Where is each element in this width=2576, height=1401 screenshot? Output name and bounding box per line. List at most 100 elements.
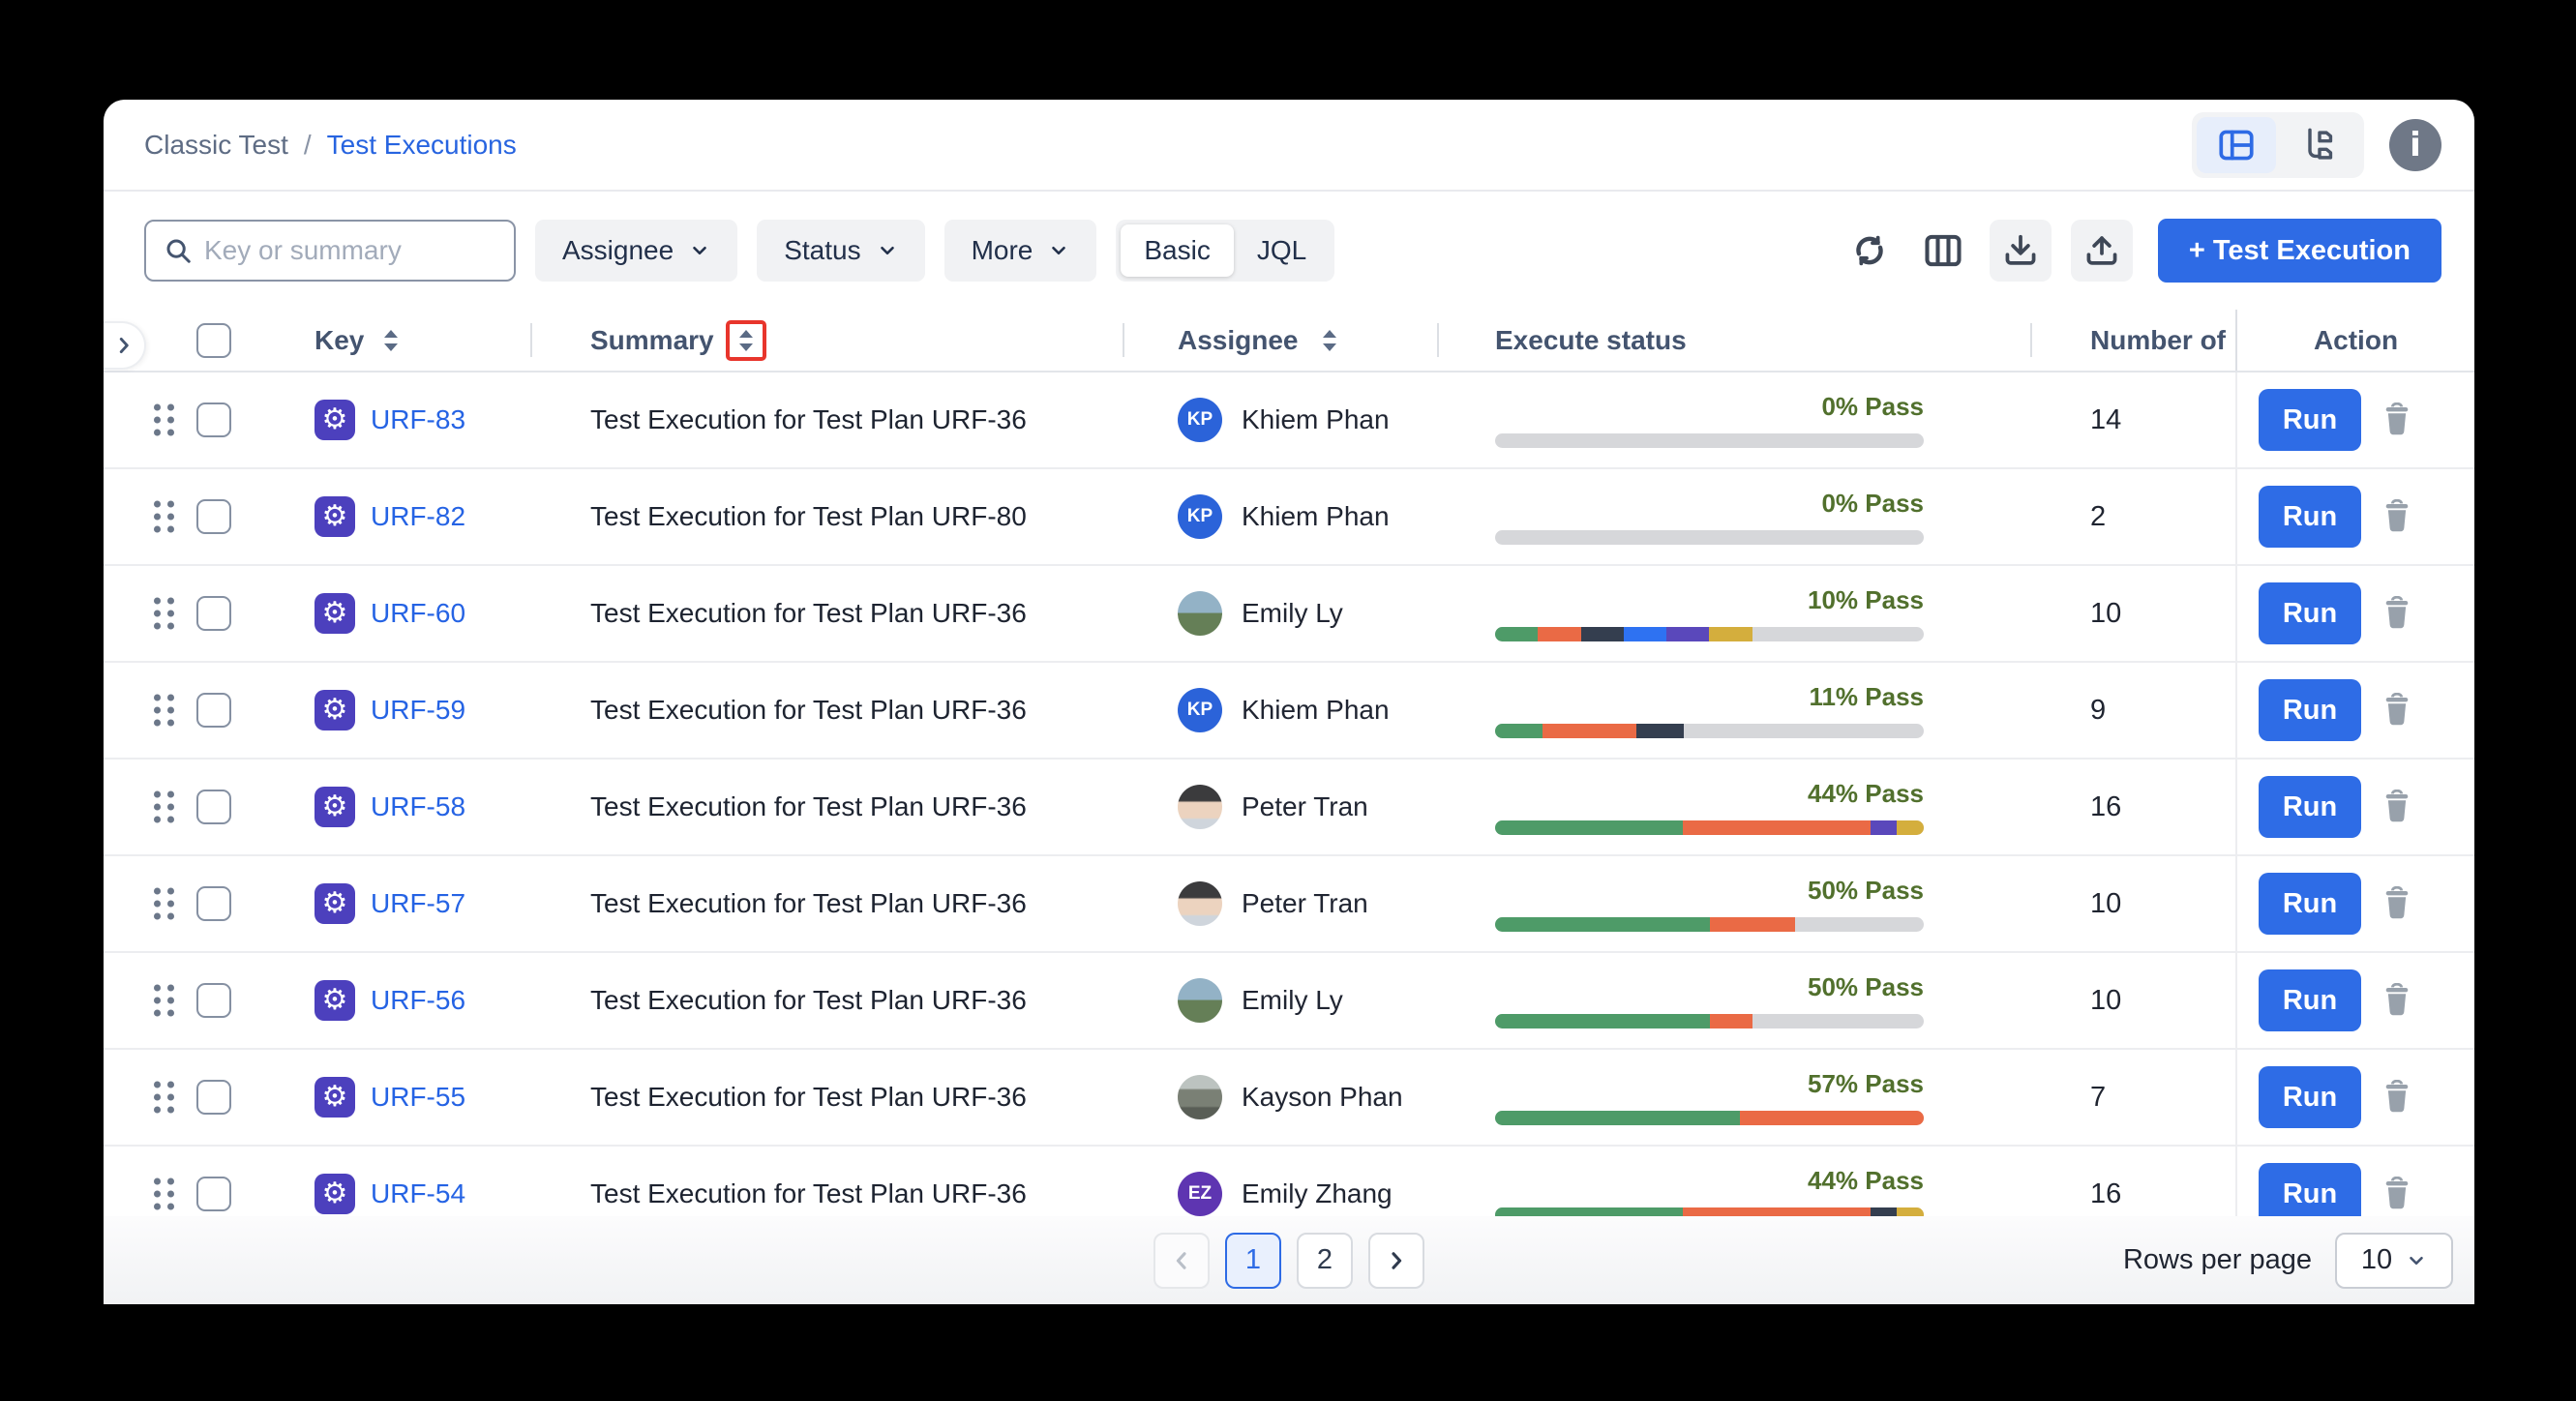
row-checkbox[interactable]: [196, 1080, 231, 1115]
rows-per-page-label: Rows per page: [2122, 1244, 2312, 1275]
key-link[interactable]: URF-60: [371, 598, 466, 628]
info-icon[interactable]: i: [2389, 118, 2441, 171]
columns-button[interactable]: [1916, 224, 1970, 278]
assignee-name: Peter Tran: [1242, 888, 1368, 918]
drag-handle-icon[interactable]: [154, 694, 174, 727]
column-label: Assignee: [1178, 324, 1299, 355]
delete-button[interactable]: [2381, 402, 2413, 437]
row-checkbox[interactable]: [196, 499, 231, 534]
column-header-key[interactable]: Key: [268, 310, 532, 371]
run-button[interactable]: Run: [2259, 679, 2361, 741]
chevron-down-icon: [1052, 246, 1066, 255]
search-input[interactable]: [204, 235, 496, 266]
progress-bar: [1495, 627, 1924, 641]
column-header-assignee[interactable]: Assignee: [1124, 310, 1439, 371]
table-footer: 1 2 Rows per page 10: [104, 1216, 2474, 1304]
delete-button[interactable]: [2381, 790, 2413, 824]
key-link[interactable]: URF-59: [371, 695, 466, 725]
progress-segment-pending: [1666, 627, 1710, 641]
create-test-execution-button[interactable]: + Test Execution: [2157, 219, 2441, 283]
run-button[interactable]: Run: [2259, 873, 2361, 935]
row-checkbox[interactable]: [196, 693, 231, 728]
column-header-number-of: Number of: [2032, 310, 2235, 371]
run-button[interactable]: Run: [2259, 776, 2361, 838]
key-link[interactable]: URF-55: [371, 1082, 466, 1112]
progress-bar: [1495, 530, 1924, 545]
test-execution-icon: ⚙: [315, 787, 355, 827]
drag-handle-icon[interactable]: [154, 500, 174, 533]
assignee-filter-button[interactable]: Assignee: [535, 220, 738, 282]
summary-text: Test Execution for Test Plan URF-36: [590, 985, 1027, 1015]
execute-status: 57% Pass: [1495, 1069, 1924, 1125]
delete-button[interactable]: [2381, 499, 2413, 534]
run-button[interactable]: Run: [2259, 969, 2361, 1031]
next-page-button[interactable]: [1368, 1232, 1424, 1289]
run-button[interactable]: Run: [2259, 1163, 2361, 1216]
drag-handle-icon[interactable]: [154, 597, 174, 630]
page-2-button[interactable]: 2: [1297, 1232, 1353, 1289]
row-checkbox[interactable]: [196, 402, 231, 437]
status-filter-button[interactable]: Status: [757, 220, 925, 282]
expand-panel-button[interactable]: [104, 321, 146, 370]
basic-mode-option[interactable]: Basic: [1121, 224, 1234, 277]
drag-handle-icon[interactable]: [154, 1081, 174, 1114]
run-button[interactable]: Run: [2259, 389, 2361, 451]
row-checkbox[interactable]: [196, 790, 231, 824]
table-row: ⚙ URF-54 Test Execution for Test Plan UR…: [104, 1147, 2474, 1216]
top-bar: Classic Test / Test Executions: [104, 100, 2474, 192]
progress-segment-pass: [1495, 1014, 1710, 1028]
jql-mode-option[interactable]: JQL: [1256, 235, 1307, 265]
row-checkbox[interactable]: [196, 596, 231, 631]
key-link[interactable]: URF-83: [371, 404, 466, 434]
summary-sort-icon[interactable]: [734, 327, 758, 354]
page-1-button[interactable]: 1: [1225, 1232, 1281, 1289]
drag-handle-icon[interactable]: [154, 887, 174, 920]
sort-icon[interactable]: [1318, 327, 1341, 354]
row-checkbox[interactable]: [196, 886, 231, 921]
row-select-cell: [104, 1147, 268, 1216]
key-link[interactable]: URF-57: [371, 888, 466, 918]
delete-button[interactable]: [2381, 886, 2413, 921]
delete-button[interactable]: [2381, 1177, 2413, 1211]
row-summary-cell: Test Execution for Test Plan URF-36: [532, 760, 1124, 854]
breadcrumb-parent[interactable]: Classic Test: [144, 129, 288, 160]
delete-button[interactable]: [2381, 1080, 2413, 1115]
rows-per-page-select[interactable]: 10: [2335, 1232, 2453, 1289]
run-button[interactable]: Run: [2259, 486, 2361, 548]
row-checkbox[interactable]: [196, 983, 231, 1018]
import-button[interactable]: [1989, 220, 2052, 282]
tree-view-toggle[interactable]: [2280, 117, 2359, 173]
row-key-cell: ⚙ URF-82: [268, 469, 532, 564]
more-filter-label: More: [971, 235, 1033, 265]
drag-handle-icon[interactable]: [154, 984, 174, 1017]
test-run-count: 10: [2090, 597, 2122, 629]
drag-handle-icon[interactable]: [154, 1177, 174, 1210]
delete-button[interactable]: [2381, 596, 2413, 631]
breadcrumb-current[interactable]: Test Executions: [326, 129, 517, 160]
sort-icon[interactable]: [379, 327, 403, 354]
key-link[interactable]: URF-58: [371, 791, 466, 821]
drag-handle-icon[interactable]: [154, 790, 174, 823]
run-button[interactable]: Run: [2259, 1066, 2361, 1128]
progress-segment-fail: [1682, 820, 1871, 835]
panel-view-toggle[interactable]: [2197, 116, 2276, 173]
column-header-summary[interactable]: Summary: [532, 310, 1124, 371]
delete-button[interactable]: [2381, 693, 2413, 728]
row-checkbox[interactable]: [196, 1177, 231, 1211]
previous-page-button[interactable]: [1153, 1232, 1210, 1289]
more-filter-button[interactable]: More: [944, 220, 1097, 282]
key-link[interactable]: URF-56: [371, 985, 466, 1015]
key-link[interactable]: URF-82: [371, 501, 466, 531]
row-count-cell: 7: [2032, 1050, 2235, 1145]
drag-handle-icon[interactable]: [154, 403, 174, 436]
row-action-cell: Run: [2235, 953, 2474, 1048]
row-count-cell: 10: [2032, 953, 2235, 1048]
delete-button[interactable]: [2381, 983, 2413, 1018]
run-button[interactable]: Run: [2259, 582, 2361, 644]
export-button[interactable]: [2070, 220, 2133, 282]
key-link[interactable]: URF-54: [371, 1178, 466, 1208]
assignee-avatar: [1178, 1075, 1222, 1119]
row-count-cell: 14: [2032, 373, 2235, 467]
select-all-checkbox[interactable]: [196, 322, 231, 358]
refresh-button[interactable]: [1842, 224, 1897, 278]
